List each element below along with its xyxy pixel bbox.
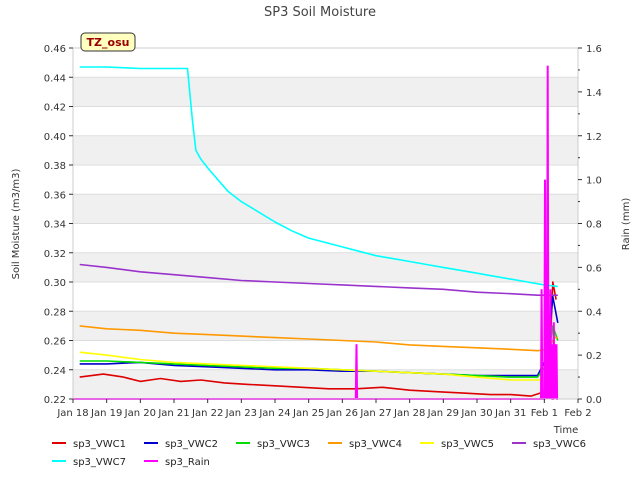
x-tick-label: Jan 30 [460, 408, 492, 419]
series-line-sp3_VWC1 [79, 281, 557, 397]
tz-badge-text: TZ_osu [87, 36, 130, 49]
y2-tick-label: 1.2 [586, 132, 602, 143]
y-tick-label: 0.46 [44, 44, 66, 55]
series-line-sp3_VWC7 [79, 66, 558, 288]
x-axis-label: Time [553, 425, 578, 436]
legend-label-sp3_VWC6: sp3_VWC6 [533, 439, 586, 450]
grid-band [73, 77, 578, 107]
x-tick-label: Jan 25 [292, 408, 324, 419]
y-tick-label: 0.32 [44, 249, 66, 260]
y-tick-label: 0.44 [44, 73, 66, 84]
legend-label-sp3_VWC7: sp3_VWC7 [73, 457, 126, 468]
legend-label-sp3_VWC4: sp3_VWC4 [349, 439, 402, 450]
x-tick-label: Jan 22 [191, 408, 223, 419]
x-tick-label: Jan 23 [225, 408, 257, 419]
y-tick-label: 0.36 [44, 190, 66, 201]
x-tick-label: Jan 29 [427, 408, 459, 419]
y-tick-label: 0.28 [44, 307, 66, 318]
legend-label-sp3_VWC3: sp3_VWC3 [257, 439, 310, 450]
y-tick-label: 0.38 [44, 161, 66, 172]
y-tick-label: 0.22 [44, 395, 66, 406]
y-tick-label: 0.34 [44, 220, 66, 231]
y2-tick-label: 0.4 [586, 307, 602, 318]
chart-title: SP3 Soil Moisture [264, 5, 376, 20]
y-tick-label: 0.24 [44, 366, 66, 377]
tz-badge: TZ_osu [80, 32, 136, 52]
x-tick-label: Jan 18 [56, 408, 88, 419]
axes: 0.220.240.260.280.300.320.340.360.380.40… [44, 44, 602, 419]
y2-tick-label: 1.6 [586, 44, 602, 55]
legend-label-sp3_Rain: sp3_Rain [165, 457, 210, 468]
y2-tick-label: 0.8 [586, 220, 602, 231]
series-line-sp3_VWC4 [79, 325, 558, 352]
grid-bands [73, 47, 578, 400]
y2-tick-label: 0.2 [586, 351, 602, 362]
y-axis-label: Soil Moisture (m3/m3) [11, 169, 22, 280]
x-tick-label: Jan 31 [494, 408, 526, 419]
y2-tick-label: 0.0 [586, 395, 602, 406]
x-tick-label: Jan 20 [124, 408, 156, 419]
x-tick-label: Feb 1 [531, 408, 558, 419]
legend-label-sp3_VWC1: sp3_VWC1 [73, 439, 126, 450]
x-tick-label: Jan 19 [90, 408, 122, 419]
x-tick-label: Jan 26 [326, 408, 358, 419]
series-line-sp3_VWC6 [79, 263, 558, 296]
y-tick-label: 0.26 [44, 337, 66, 348]
x-tick-label: Jan 27 [359, 408, 391, 419]
x-tick-label: Jan 28 [393, 408, 425, 419]
legend: sp3_VWC1 sp3_VWC2 sp3_VWC3 sp3_VWC4 sp3_VWC5… [52, 439, 586, 468]
x-tick-label: Jan 21 [157, 408, 189, 419]
grid-band [73, 194, 578, 224]
y2-tick-label: 1.0 [586, 176, 602, 187]
y2-tick-label: 0.6 [586, 263, 602, 274]
x-tick-label: Feb 2 [564, 408, 591, 419]
series-line-sp3_VWC5 [79, 351, 559, 381]
grid-band [73, 311, 578, 341]
y2-axis-label: Rain (mm) [621, 198, 632, 251]
y2-tick-label: 1.4 [586, 88, 602, 99]
y-tick-label: 0.30 [44, 278, 66, 289]
legend-label-sp3_VWC5: sp3_VWC5 [441, 439, 494, 450]
grid-band [73, 135, 578, 165]
y-tick-label: 0.40 [44, 132, 66, 143]
grid-band [73, 252, 578, 282]
y-tick-label: 0.42 [44, 103, 66, 114]
x-tick-label: Jan 24 [258, 408, 290, 419]
tz-badge-box [80, 32, 136, 52]
legend-label-sp3_VWC2: sp3_VWC2 [165, 439, 218, 450]
